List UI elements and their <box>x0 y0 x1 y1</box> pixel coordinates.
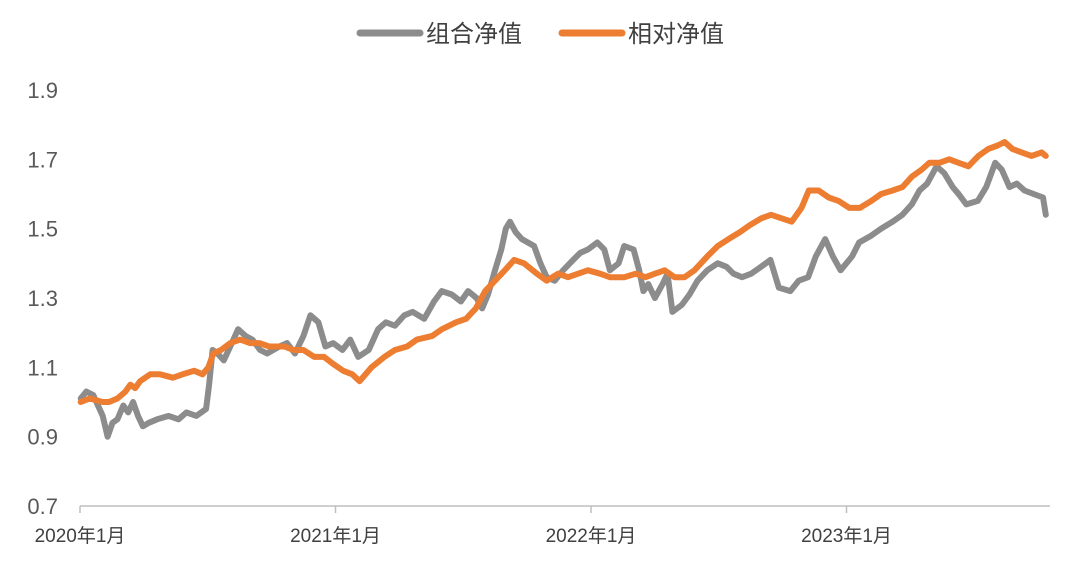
x-tick-label: 2021年1月 <box>290 525 381 547</box>
y-tick-label: 1.7 <box>27 147 58 172</box>
x-tick-label: 2020年1月 <box>35 525 126 547</box>
legend-label-relative: 相对净值 <box>628 21 724 48</box>
y-tick-label: 1.9 <box>27 78 58 103</box>
y-tick-label: 1.1 <box>27 355 58 380</box>
legend-label-portfolio: 组合净值 <box>426 21 522 48</box>
plot-area <box>77 139 1049 440</box>
y-tick-label: 0.9 <box>27 425 58 450</box>
legend-entry-relative: 相对净值 <box>558 21 724 48</box>
y-tick-label: 1.5 <box>27 217 58 242</box>
x-tick-label: 2023年1月 <box>801 525 892 547</box>
x-axis: 2020年1月 2021年1月 2022年1月 2023年1月 <box>35 505 1050 547</box>
legend-entry-portfolio: 组合净值 <box>356 21 522 48</box>
series-line-portfolio <box>77 159 1049 440</box>
y-tick-label: 0.7 <box>27 494 58 519</box>
series-line-relative <box>77 139 1049 405</box>
x-tick-label: 2022年1月 <box>546 525 637 547</box>
legend: 组合净值 相对净值 <box>356 21 724 48</box>
y-axis: 0.7 0.9 1.1 1.3 1.5 1.7 1.9 <box>27 78 58 519</box>
y-tick-label: 1.3 <box>27 286 58 311</box>
